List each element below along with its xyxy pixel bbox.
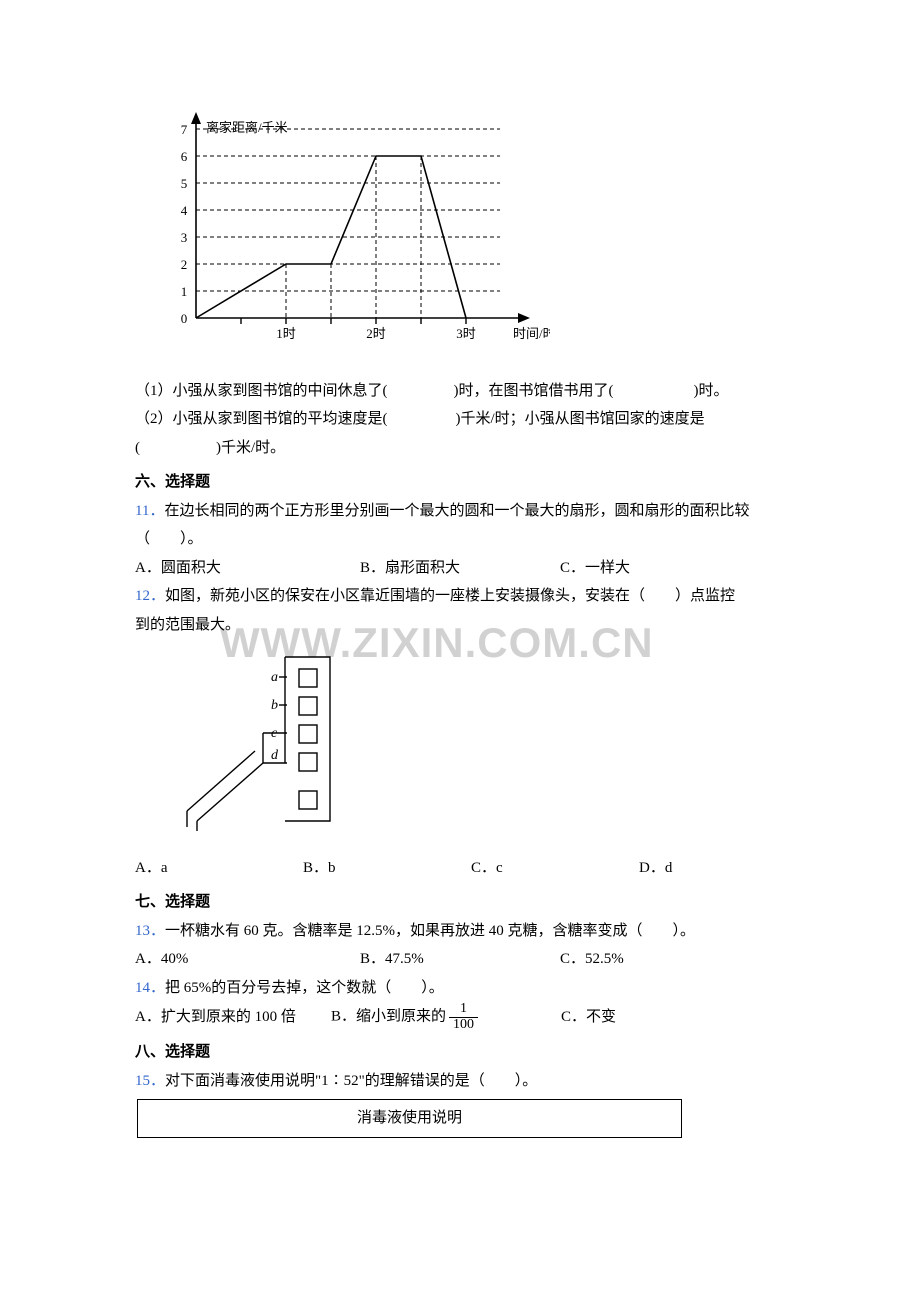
building-diagram: a b c d [175, 651, 790, 842]
q13-options: A．40% B．47.5% C．52.5% [135, 945, 790, 974]
q13-opt-a[interactable]: A．40% [135, 945, 360, 974]
text: ( [135, 440, 140, 456]
section-8-heading: 八、选择题 [135, 1038, 790, 1067]
q15-number: 15． [135, 1073, 165, 1089]
text: )时，在图书馆借书用了( [454, 383, 614, 399]
svg-text:0: 0 [181, 311, 188, 326]
q14-b-pre: B．缩小到原来的 [331, 1009, 446, 1025]
usage-caption: 消毒液使用说明 [138, 1100, 682, 1138]
q14-opt-c[interactable]: C．不变 [561, 1003, 616, 1032]
q12-text-a: 如图，新苑小区的保安在小区靠近围墙的一座楼上安装摄像头，安装在（ ）点监控 [165, 588, 735, 604]
svg-text:1时: 1时 [276, 326, 296, 341]
text: （2）小强从家到图书馆的平均速度是( [135, 411, 388, 427]
q12-text-b: 到的范围最大。 [135, 617, 240, 633]
q14-number: 14． [135, 980, 165, 996]
svg-text:d: d [271, 748, 279, 763]
q11-text: 在边长相同的两个正方形里分别画一个最大的圆和一个最大的扇形，圆和扇形的面积比较（… [135, 503, 749, 548]
section-6-heading: 六、选择题 [135, 468, 790, 497]
q12-opt-c[interactable]: C．c [471, 854, 639, 883]
svg-text:2时: 2时 [366, 326, 386, 341]
q15: 15．对下面消毒液使用说明"1∶52"的理解错误的是（ ）。 [135, 1067, 790, 1096]
svg-text:3时: 3时 [456, 326, 476, 341]
text: （1）小强从家到图书馆的中间休息了( [135, 383, 388, 399]
q14-text: 把 65%的百分号去掉，这个数就（ ）。 [165, 980, 444, 996]
svg-text:2: 2 [181, 257, 188, 272]
q13-number: 13． [135, 923, 165, 939]
q10-part2a: （2）小强从家到图书馆的平均速度是( )千米/时；小强从图书馆回家的速度是 [135, 405, 790, 434]
section-7-heading: 七、选择题 [135, 888, 790, 917]
q11-opt-a[interactable]: A．圆面积大 [135, 554, 360, 583]
q11-options: A．圆面积大 B．扇形面积大 C．一样大 [135, 554, 790, 583]
text: )千米/时。 [216, 440, 285, 456]
svg-text:5: 5 [181, 176, 188, 191]
svg-text:a: a [271, 670, 278, 685]
svg-text:离家距离/千米: 离家距离/千米 [206, 120, 288, 135]
q14-opt-b[interactable]: B．缩小到原来的1100 [331, 1002, 561, 1032]
svg-text:3: 3 [181, 230, 188, 245]
q12-opt-d[interactable]: D．d [639, 854, 672, 883]
q11-opt-c[interactable]: C．一样大 [560, 554, 630, 583]
q11: 11．在边长相同的两个正方形里分别画一个最大的圆和一个最大的扇形，圆和扇形的面积… [135, 497, 790, 554]
q13-text: 一杯糖水有 60 克。含糖率是 12.5%，如果再放进 40 克糖，含糖率变成（… [165, 923, 695, 939]
q12-line2: 到的范围最大。 WWW.ZIXIN.COM.CN [135, 611, 790, 640]
q14-options: A．扩大到原来的 100 倍 B．缩小到原来的1100 C．不变 [135, 1002, 790, 1032]
distance-chart: 0 1 2 3 4 5 6 7 1时 2时 3时 时间/时 离家距离/千米 [160, 110, 790, 359]
q14: 14．把 65%的百分号去掉，这个数就（ ）。 [135, 974, 790, 1003]
q11-opt-b[interactable]: B．扇形面积大 [360, 554, 560, 583]
svg-text:6: 6 [181, 149, 188, 164]
q11-number: 11． [135, 503, 164, 519]
q13-opt-b[interactable]: B．47.5% [360, 945, 560, 974]
q14-opt-a[interactable]: A．扩大到原来的 100 倍 [135, 1003, 331, 1032]
q10-part1: （1）小强从家到图书馆的中间休息了( )时，在图书馆借书用了( )时。 [135, 377, 790, 406]
q13: 13．一杯糖水有 60 克。含糖率是 12.5%，如果再放进 40 克糖，含糖率… [135, 917, 790, 946]
svg-text:4: 4 [181, 203, 188, 218]
svg-text:1: 1 [181, 284, 188, 299]
fraction: 1100 [449, 1002, 478, 1032]
q12-opt-a[interactable]: A．a [135, 854, 303, 883]
svg-text:时间/时: 时间/时 [513, 326, 550, 341]
svg-text:7: 7 [181, 122, 188, 137]
q13-opt-c[interactable]: C．52.5% [560, 945, 624, 974]
numer: 1 [449, 1002, 478, 1018]
q12-opt-b[interactable]: B．b [303, 854, 471, 883]
text: )时。 [694, 383, 729, 399]
denom: 100 [449, 1018, 478, 1033]
q12-number: 12． [135, 588, 165, 604]
q12-options: A．a B．b C．c D．d [135, 854, 790, 883]
q12-line1: 12．如图，新苑小区的保安在小区靠近围墙的一座楼上安装摄像头，安装在（ ）点监控 [135, 582, 790, 611]
q15-text: 对下面消毒液使用说明"1∶52"的理解错误的是（ ）。 [165, 1073, 537, 1089]
svg-text:b: b [271, 698, 278, 713]
text: )千米/时；小强从图书馆回家的速度是 [456, 411, 705, 427]
q10-part2b: ( )千米/时。 [135, 434, 790, 463]
usage-table: 消毒液使用说明 [137, 1099, 682, 1138]
